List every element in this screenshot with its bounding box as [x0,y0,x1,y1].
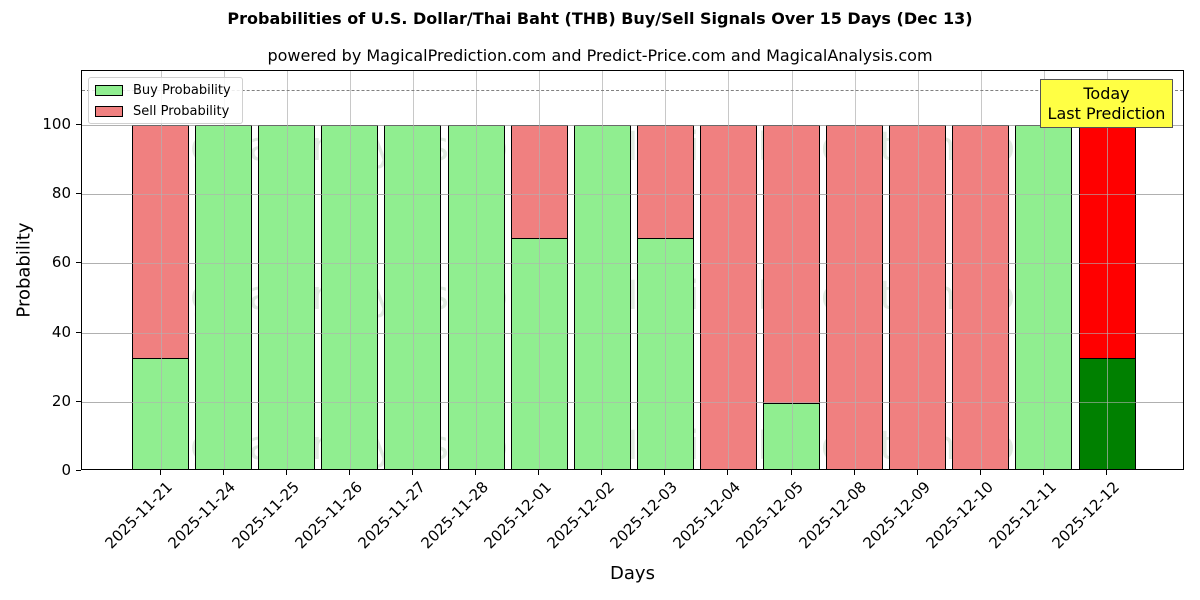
gridline-vertical [665,71,667,469]
x-tick-mark [790,470,792,475]
plot-area: MagicalAnalysis.comMagicalPrediction.com… [81,70,1184,470]
legend: Buy Probability Sell Probability [88,77,243,124]
legend-item-sell: Sell Probability [95,102,229,120]
gridline-vertical [223,71,225,469]
gridline-vertical [286,71,288,469]
legend-item-buy: Buy Probability [95,81,231,99]
gridline-vertical [412,71,414,469]
legend-swatch-buy [95,84,123,96]
x-tick-label: 2025-11-27 [354,478,429,553]
gridline-vertical [160,71,162,469]
x-tick-mark [411,470,413,475]
gridline-horizontal-overlay [82,401,1183,403]
legend-swatch-sell [95,105,123,117]
x-tick-mark [1106,470,1107,475]
gridline-horizontal-overlay [82,263,1183,265]
x-tick-mark [601,470,603,475]
x-tick-mark [159,470,161,475]
y-tick-label: 0 [61,461,71,479]
gridline-vertical [349,71,351,469]
x-tick-label: 2025-12-04 [669,478,745,553]
x-tick-label: 2025-12-08 [795,478,871,553]
x-tick-label: 2025-12-02 [543,478,618,553]
gridline-horizontal-overlay [82,332,1183,334]
legend-label-sell: Sell Probability [133,103,230,119]
x-tick-label: 2025-11-21 [101,478,177,553]
gridline-vertical [1043,71,1045,469]
gridline-vertical [980,71,982,469]
chart-title: Probabilities of U.S. Dollar/Thai Baht (… [227,9,973,28]
gridline-vertical [854,71,856,469]
x-tick-mark [916,470,918,475]
x-tick-label: 2025-12-12 [1048,478,1123,553]
gridline-vertical [917,71,919,469]
y-tick-mark [76,331,81,333]
x-tick-mark [727,470,729,475]
y-tick-label: 80 [51,184,71,203]
x-axis-label: Days [610,563,655,584]
x-tick-mark [979,470,981,475]
x-tick-mark [853,470,855,475]
y-tick-label: 20 [51,391,71,410]
annotation-line-1: Today [1083,84,1130,103]
gridline-vertical [539,71,541,469]
y-tick-label: 40 [51,322,71,341]
y-tick-mark [76,262,81,264]
y-tick-mark [76,193,81,195]
x-tick-label: 2025-12-03 [606,478,682,553]
x-tick-mark [222,470,224,475]
chart-subtitle: powered by MagicalPrediction.com and Pre… [267,46,933,65]
y-tick-label: 100 [42,115,71,133]
gridline-vertical [1107,71,1108,469]
y-tick-label: 60 [51,253,71,272]
x-tick-label: 2025-12-09 [859,478,934,553]
y-tick-mark [76,124,81,125]
x-tick-label: 2025-11-28 [417,478,492,553]
reference-line [82,90,1183,92]
y-tick-mark [76,470,81,471]
gridline-horizontal-overlay [82,125,1183,126]
x-tick-mark [1042,470,1044,475]
x-tick-mark [475,470,476,475]
gridline-vertical [476,71,477,469]
today-annotation: Today Last Prediction [1040,79,1173,128]
x-tick-mark [348,470,350,475]
gridline-vertical [602,71,604,469]
x-tick-label: 2025-11-24 [164,478,240,553]
x-tick-label: 2025-12-11 [985,478,1060,553]
y-tick-mark [76,400,81,402]
x-tick-mark [664,470,666,475]
gridline-vertical [728,71,730,469]
x-tick-label: 2025-12-05 [732,478,808,553]
annotation-line-2: Last Prediction [1047,104,1166,123]
x-tick-mark [538,470,540,475]
legend-label-buy: Buy Probability [133,82,231,98]
gridline-vertical [791,71,793,469]
x-tick-mark [285,470,287,475]
x-tick-label: 2025-12-01 [480,478,555,553]
gridline-horizontal-overlay [82,194,1183,196]
x-tick-label: 2025-11-25 [228,478,303,553]
